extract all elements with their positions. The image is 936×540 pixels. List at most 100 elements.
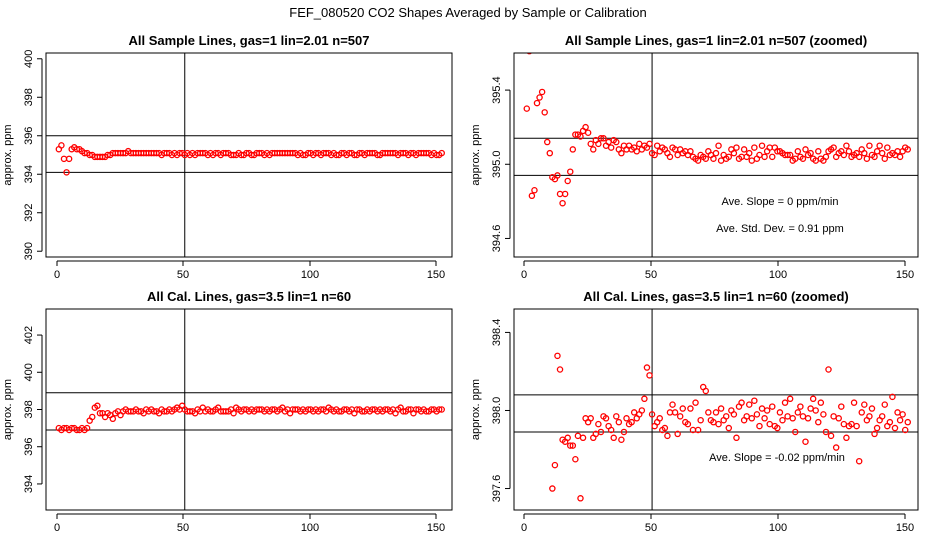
- data-point: [641, 395, 648, 403]
- data-point: [784, 151, 791, 159]
- data-point: [664, 432, 671, 440]
- data-point: [653, 142, 661, 149]
- data-point: [894, 409, 901, 416]
- x-tick-label: 0: [521, 269, 527, 281]
- data-point: [526, 53, 533, 55]
- x-tick-label: 0: [54, 522, 60, 534]
- data-point: [705, 409, 712, 416]
- data-point: [850, 399, 858, 406]
- data-point: [636, 140, 643, 148]
- data-point: [878, 413, 886, 420]
- data-point: [549, 485, 556, 492]
- data-point: [745, 401, 753, 408]
- data-point: [802, 438, 809, 445]
- data-point: [758, 142, 766, 149]
- data-point: [405, 406, 412, 413]
- data-point: [873, 148, 881, 155]
- data-point: [822, 428, 830, 436]
- x-tick-label: 150: [427, 522, 445, 534]
- data-point: [687, 148, 694, 155]
- data-point: [799, 413, 807, 420]
- data-point: [574, 432, 582, 440]
- data-point: [769, 153, 776, 161]
- data-point: [815, 148, 822, 155]
- data-point: [840, 420, 848, 428]
- data-point: [710, 155, 717, 162]
- data-point: [692, 399, 699, 406]
- data-point: [684, 420, 692, 428]
- x-tick-label: 150: [427, 269, 445, 281]
- data-point: [766, 420, 773, 428]
- data-point: [743, 413, 750, 420]
- y-tick-label: 395.0: [491, 151, 503, 179]
- x-tick-label: 150: [896, 522, 914, 534]
- data-point: [815, 418, 822, 426]
- data-point: [65, 155, 73, 163]
- data-point: [587, 415, 594, 422]
- data-point: [748, 157, 756, 164]
- data-point: [738, 399, 745, 406]
- x-tick-label: 0: [521, 522, 527, 534]
- data-point: [656, 415, 663, 422]
- x-tick-label: 0: [54, 269, 60, 281]
- data-point: [820, 411, 827, 418]
- data-point: [538, 88, 546, 96]
- data-point: [83, 424, 91, 432]
- data-point: [784, 413, 791, 420]
- data-point: [230, 409, 237, 417]
- data-point: [715, 420, 722, 428]
- data-point: [871, 430, 878, 438]
- y-axis-label: approx. ppm: [2, 124, 14, 185]
- data-point: [569, 442, 577, 449]
- data-point: [889, 393, 896, 401]
- data-point: [577, 495, 584, 502]
- panel-title: All Sample Lines, gas=1 lin=2.01 n=507 (…: [565, 33, 867, 48]
- data-point: [825, 366, 832, 373]
- data-point: [873, 424, 881, 432]
- data-point: [671, 409, 679, 416]
- data-point: [748, 415, 756, 422]
- annotation-text: Ave. Slope = -0.02 ppm/min: [709, 452, 845, 464]
- y-tick-label: 395.4: [491, 76, 503, 104]
- data-point: [901, 426, 909, 434]
- data-point: [607, 426, 615, 434]
- data-point: [861, 149, 868, 157]
- data-point: [528, 192, 536, 200]
- x-tick-label: 50: [177, 269, 189, 281]
- data-point: [694, 426, 702, 434]
- data-point: [618, 436, 625, 443]
- y-tick-label: 397.6: [491, 475, 503, 503]
- data-point: [896, 416, 904, 424]
- data-point: [109, 415, 117, 423]
- data-point: [876, 142, 883, 149]
- data-point: [807, 149, 814, 157]
- data-point: [648, 411, 656, 418]
- data-point: [891, 424, 899, 432]
- data-point: [435, 406, 443, 413]
- data-point: [794, 148, 802, 155]
- data-point: [669, 401, 676, 408]
- panel-title: All Cal. Lines, gas=3.5 lin=1 n=60 (zoom…: [583, 289, 849, 304]
- data-point: [781, 399, 789, 406]
- data-point: [643, 364, 651, 371]
- data-point: [602, 415, 610, 422]
- data-point: [733, 434, 740, 442]
- data-point: [679, 405, 687, 412]
- data-point: [595, 140, 602, 148]
- data-point: [830, 413, 837, 420]
- x-tick-label: 50: [645, 269, 657, 281]
- data-point: [674, 151, 681, 159]
- data-point: [567, 168, 574, 175]
- data-point: [751, 397, 758, 404]
- data-point: [567, 442, 574, 449]
- panel-3: All Cal. Lines, gas=3.5 lin=1 n=60 approx…: [2, 289, 453, 534]
- data-point: [769, 403, 776, 410]
- data-point: [868, 405, 876, 412]
- data-point: [554, 352, 561, 360]
- plot-frame: [45, 52, 453, 258]
- y-tick-label: 398.4: [491, 319, 503, 347]
- data-point: [697, 416, 704, 424]
- data-point: [776, 409, 784, 416]
- panel-4: All Cal. Lines, gas=3.5 lin=1 n=60 (zoom…: [470, 289, 919, 534]
